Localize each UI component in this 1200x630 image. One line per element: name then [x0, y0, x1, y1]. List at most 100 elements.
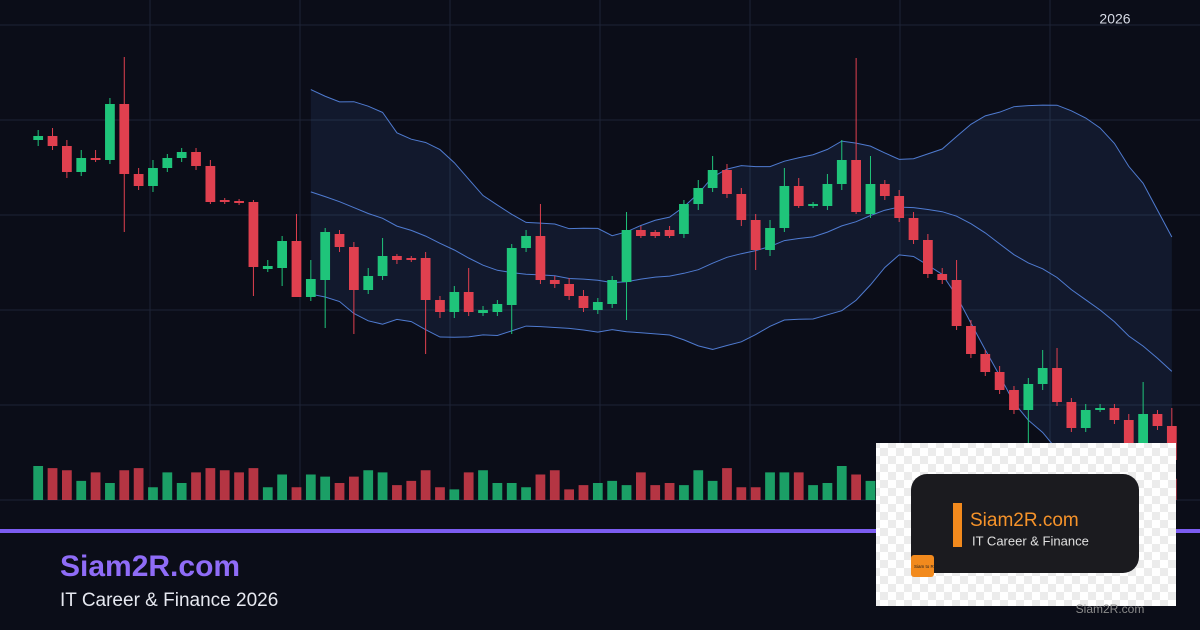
volume-bar [750, 487, 761, 500]
candle-body [205, 166, 216, 202]
volume-bar [119, 470, 130, 500]
volume-bar [865, 480, 876, 500]
candle-body [162, 158, 173, 168]
volume-bar [564, 489, 575, 500]
candle-body [377, 256, 388, 276]
volume-bar [707, 480, 718, 500]
volume-bar [148, 487, 158, 500]
candle-body [305, 279, 316, 297]
volume-bar [779, 472, 790, 500]
candle-body [521, 236, 531, 248]
candle-body [865, 184, 876, 214]
footer-brand: Siam2R.com [60, 550, 240, 583]
candle-body [966, 326, 976, 354]
logo-card: Siam2R.com IT Career & Finance Siam to R… [876, 443, 1176, 616]
volume-bar [363, 470, 374, 500]
volume-bar [176, 483, 187, 500]
volume-bar [836, 466, 847, 500]
volume-bar [191, 472, 201, 500]
volume-bar [736, 487, 747, 500]
candle-body [148, 168, 158, 186]
candle-body [679, 204, 689, 234]
candle-body [506, 248, 517, 305]
candle-body [1023, 384, 1034, 410]
volume-bar [219, 470, 230, 500]
volume-bar [47, 468, 58, 500]
year-label: 2026 [1099, 11, 1130, 27]
volume-bar [722, 468, 732, 500]
candle-body [564, 284, 575, 296]
candle-body [1123, 420, 1134, 444]
volume-bar [793, 472, 804, 500]
candle-body [693, 188, 704, 204]
candle-body [1037, 368, 1048, 384]
divider [0, 529, 1200, 533]
logo-accent [953, 503, 962, 547]
candle-body [578, 296, 589, 308]
volume-bar [90, 472, 101, 500]
candle-body [90, 158, 101, 160]
volume-bar [607, 480, 618, 500]
candle-body [348, 247, 359, 290]
candle-body [363, 276, 374, 290]
candle-body [635, 230, 646, 236]
logo-caption: Siam2R.com [1076, 602, 1145, 616]
volume-bar [679, 485, 689, 500]
volume-bar [808, 485, 818, 500]
volume-bar [664, 483, 675, 500]
volume-bar [535, 474, 546, 500]
volume-bar [549, 470, 560, 500]
candle-body [219, 200, 230, 202]
candle-body [133, 174, 144, 186]
candle-body [808, 204, 818, 206]
volume-bar [449, 489, 460, 500]
volume-bar [133, 468, 144, 500]
volume-bar [76, 480, 87, 500]
logo-brand: Siam2R.com [970, 510, 1079, 531]
candle-body [1109, 408, 1120, 420]
volume-bar [478, 470, 488, 500]
candle-body [191, 152, 201, 166]
logo-badge-text: Siam to Rich [914, 564, 940, 569]
candle-body [492, 304, 503, 312]
volume-bar [348, 476, 359, 500]
volume-bar [162, 472, 173, 500]
volume-bar [693, 470, 704, 500]
candle-body [994, 372, 1005, 390]
candle-body [549, 280, 560, 284]
candle-body [879, 184, 890, 196]
candle-body [664, 230, 675, 236]
candle-body [392, 256, 402, 260]
volume-bar [262, 487, 273, 500]
candle-body [320, 232, 331, 280]
logo-badge [911, 555, 934, 577]
volume-bar [506, 483, 517, 500]
volume-bar [822, 483, 833, 500]
volume-bar [592, 483, 603, 500]
volume-bar [291, 487, 302, 500]
volume-bar [492, 483, 503, 500]
candle-body [277, 241, 288, 268]
candle-body [234, 201, 244, 203]
volume-bar [320, 476, 331, 500]
candle-body [262, 266, 273, 269]
logo-panel [911, 474, 1139, 573]
volume-bar [650, 485, 661, 500]
volume-bar [61, 470, 72, 500]
candle-body [47, 136, 58, 146]
candle-body [894, 196, 905, 218]
candle-body [851, 160, 862, 212]
candle-body [1052, 368, 1062, 402]
candle-body [291, 241, 302, 297]
volume-bar [334, 483, 345, 500]
candle-body [478, 310, 488, 313]
candle-body [76, 158, 87, 172]
candle-body [420, 258, 431, 300]
volume-bar [105, 483, 115, 500]
volume-bar [305, 474, 316, 500]
candle-body [105, 104, 115, 160]
candle-body [750, 220, 761, 250]
candle-body [937, 274, 948, 280]
band-upper [310, 89, 1173, 238]
